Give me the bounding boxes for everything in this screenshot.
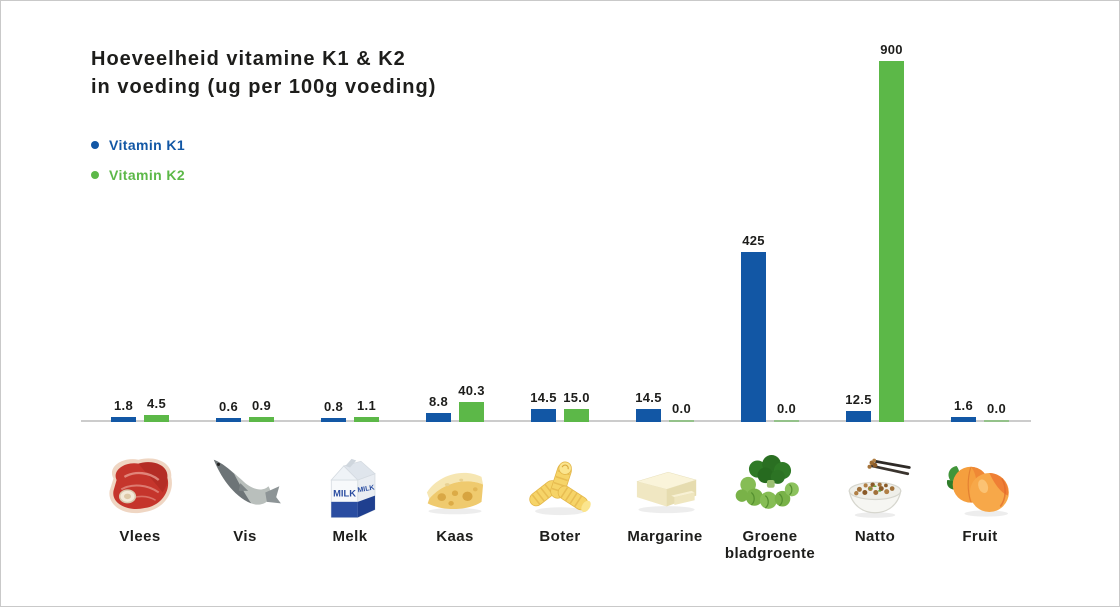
k2-bar-kaas (459, 402, 484, 422)
baseline-axis (81, 420, 1031, 422)
peach-icon (941, 451, 1019, 523)
k2-bar-margarine (669, 420, 694, 422)
value-label-k1-groene-bladgroente: 425 (742, 232, 765, 248)
value-label-k1-melk: 0.8 (324, 398, 343, 414)
category-label-fruit: Fruit (962, 528, 998, 545)
value-label-k1-kaas: 8.8 (429, 393, 448, 409)
legend-label-k1: Vitamin K1 (109, 137, 186, 153)
category-label-margarine: Margarine (627, 528, 703, 545)
k1-bar-boter (531, 409, 556, 422)
k1-bar-groene-bladgroente (741, 251, 766, 422)
k1-bar-margarine (636, 409, 661, 422)
k2-bar-groene-bladgroente (774, 420, 799, 422)
k2-bar-melk (354, 417, 379, 422)
category-label-boter: Boter (539, 528, 581, 545)
chart-title-line2: in voeding (ug per 100g voeding) (91, 76, 437, 98)
value-label-k1-vlees: 1.8 (114, 397, 133, 413)
legend: Vitamin K1 Vitamin K2 (91, 137, 185, 197)
margarine-icon (626, 451, 704, 523)
k2-bar-boter (564, 409, 589, 422)
value-label-k2-vlees: 4.5 (147, 396, 166, 412)
k1-bar-fruit (951, 417, 976, 422)
value-label-k2-natto: 900 (880, 42, 903, 57)
green-vegetables-icon (731, 451, 809, 523)
k1-bar-natto (846, 410, 871, 422)
k1-bar-vis (216, 417, 241, 422)
value-label-k1-fruit: 1.6 (954, 398, 973, 414)
k2-bar-vis (249, 417, 274, 422)
k2-bar-natto (879, 61, 904, 422)
cheese-icon (416, 451, 494, 523)
value-label-k1-boter: 14.5 (530, 390, 557, 406)
value-label-k2-melk: 1.1 (357, 398, 376, 414)
value-label-k1-vis: 0.6 (219, 398, 238, 414)
k1-bar-melk (321, 417, 346, 422)
category-label-groene-bladgroente: Groene bladgroente (724, 528, 816, 562)
natto-bowl-icon (836, 451, 914, 523)
value-label-k2-boter: 15.0 (563, 390, 590, 405)
category-label-vis: Vis (233, 528, 257, 545)
category-label-natto: Natto (854, 528, 896, 545)
k2-bar-fruit (984, 420, 1009, 422)
value-label-k2-groene-bladgroente: 0.0 (777, 401, 796, 416)
value-label-k2-margarine: 0.0 (672, 401, 691, 416)
fish-icon (206, 451, 284, 523)
steak-icon (101, 451, 179, 523)
legend-label-k2: Vitamin K2 (109, 167, 186, 183)
category-label-melk: Melk (332, 528, 368, 545)
chart-title: Hoeveelheid vitamine K1 & K2 in voeding … (91, 45, 436, 101)
k1-bar-vlees (111, 416, 136, 422)
k1-bar-kaas (426, 412, 451, 422)
category-label-vlees: Vlees (119, 528, 161, 545)
value-label-k1-margarine: 14.5 (635, 390, 662, 406)
value-label-k2-vis: 0.9 (252, 398, 271, 414)
k2-bar-vlees (144, 415, 169, 422)
legend-item-vitamin-k2: Vitamin K2 (91, 167, 185, 183)
legend-dot-k2-icon (91, 171, 99, 179)
legend-dot-k1-icon (91, 141, 99, 149)
butter-icon (521, 451, 599, 523)
chart-title-line1: Hoeveelheid vitamine K1 & K2 (91, 48, 406, 70)
value-label-k2-fruit: 0.0 (987, 401, 1006, 416)
value-label-k1-natto: 12.5 (845, 391, 872, 407)
milk-carton-icon (311, 451, 389, 523)
value-label-k2-kaas: 40.3 (458, 383, 485, 398)
category-label-kaas: Kaas (436, 528, 474, 545)
legend-item-vitamin-k1: Vitamin K1 (91, 137, 185, 153)
